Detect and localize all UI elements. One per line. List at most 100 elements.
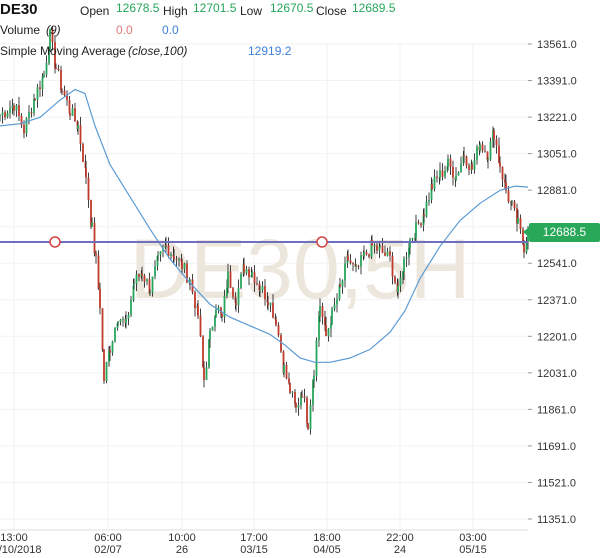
candle-body — [130, 299, 132, 315]
candle-body — [318, 315, 320, 341]
candle-body — [205, 367, 208, 380]
candle-body — [430, 184, 433, 200]
candle-body — [66, 95, 68, 101]
x-tick-date: 03/15 — [240, 544, 268, 556]
candle-body — [347, 255, 349, 261]
candle-body — [457, 172, 460, 176]
candle-body — [156, 255, 159, 267]
candle-body — [479, 144, 481, 151]
candle-body — [237, 287, 240, 306]
low-value: 12670.5 — [270, 1, 314, 15]
x-tick-label: 18:00 — [313, 532, 341, 544]
candle-body — [486, 151, 489, 161]
sma-param: (close,100) — [128, 44, 188, 58]
candle-body — [373, 245, 376, 247]
candle-body — [234, 296, 237, 303]
candle-body — [36, 87, 39, 100]
y-tick-label: 12881.0 — [537, 185, 577, 197]
candle-body — [159, 251, 162, 255]
price-axis[interactable]: 13561.013391.013221.013051.012881.012711… — [528, 39, 577, 526]
candle-body — [71, 108, 74, 116]
candle-body — [154, 266, 156, 277]
candle-body — [272, 302, 274, 318]
candle-body — [391, 255, 394, 277]
candle-body — [175, 259, 178, 261]
candle-body — [433, 176, 436, 189]
candle-body — [221, 313, 223, 317]
candle-body — [484, 150, 486, 152]
candle-body — [460, 163, 462, 173]
candles — [0, 26, 529, 435]
candle-body — [463, 155, 465, 157]
candle-body — [211, 326, 214, 331]
candle-body — [0, 115, 1, 117]
candle-body — [183, 263, 186, 270]
candle-body — [167, 245, 170, 257]
candle-body — [495, 139, 498, 146]
candle-body — [245, 269, 248, 274]
x-tick-label: 10:00 — [168, 532, 196, 544]
candle-body — [253, 272, 256, 284]
candle-body — [517, 218, 519, 224]
candle-body — [43, 74, 45, 77]
candle-body — [384, 252, 386, 256]
symbol-label: DE30 — [0, 1, 38, 18]
x-tick-date: 26 — [176, 544, 188, 556]
volume-param: (9) — [46, 23, 61, 37]
candle-body — [135, 274, 138, 284]
candle-body — [331, 309, 333, 325]
candle-body — [111, 341, 114, 353]
candle-body — [444, 170, 446, 177]
candle-body — [341, 280, 344, 287]
candle-body — [57, 68, 60, 70]
candle-body — [82, 143, 84, 162]
candle-body — [277, 325, 280, 336]
candle-body — [307, 423, 309, 429]
candle-body — [146, 279, 148, 282]
candle-body — [505, 182, 507, 191]
y-tick-label: 11351.0 — [537, 514, 576, 526]
candle-body — [61, 90, 63, 92]
candle-body — [76, 121, 79, 129]
candle-body — [507, 190, 510, 202]
volume-label: Volume — [0, 23, 41, 37]
candle-body — [214, 316, 216, 327]
watermark-text: DE30,5H — [130, 222, 471, 316]
candle-body — [420, 223, 422, 226]
candle-body — [492, 130, 494, 142]
candle-body — [74, 108, 76, 122]
candle-body — [63, 90, 66, 96]
candle-body — [333, 304, 336, 310]
candle-body — [389, 251, 391, 256]
candle-body — [504, 179, 506, 183]
last-price-tag: 12688.5 — [523, 222, 600, 242]
candle-body — [499, 162, 501, 167]
candle-body — [28, 112, 30, 119]
y-tick-label: 13221.0 — [537, 112, 577, 124]
sma-label: Simple Moving Average — [0, 44, 126, 58]
x-tick-date: 24 — [394, 544, 406, 556]
candle-body — [55, 68, 57, 70]
candle-body — [143, 275, 146, 282]
candle-body — [289, 383, 291, 393]
hline-handle-right[interactable] — [316, 236, 328, 248]
candle-body — [275, 319, 277, 326]
candle-body — [455, 175, 457, 180]
candle-body — [203, 367, 205, 380]
candle-body — [45, 63, 48, 75]
candle-body — [149, 292, 151, 294]
candle-body — [294, 391, 296, 404]
candle-body — [300, 395, 302, 406]
hline-handle-left[interactable] — [49, 236, 61, 248]
candle-body — [6, 113, 9, 118]
candle-body — [511, 201, 513, 203]
x-tick-label: 17:00 — [240, 532, 268, 544]
candle-body — [220, 307, 222, 314]
candle-body — [306, 397, 308, 424]
candle-body — [39, 87, 41, 90]
x-tick-label: 06:00 — [94, 532, 122, 544]
candle-body — [226, 287, 228, 296]
candle-body — [522, 229, 524, 244]
